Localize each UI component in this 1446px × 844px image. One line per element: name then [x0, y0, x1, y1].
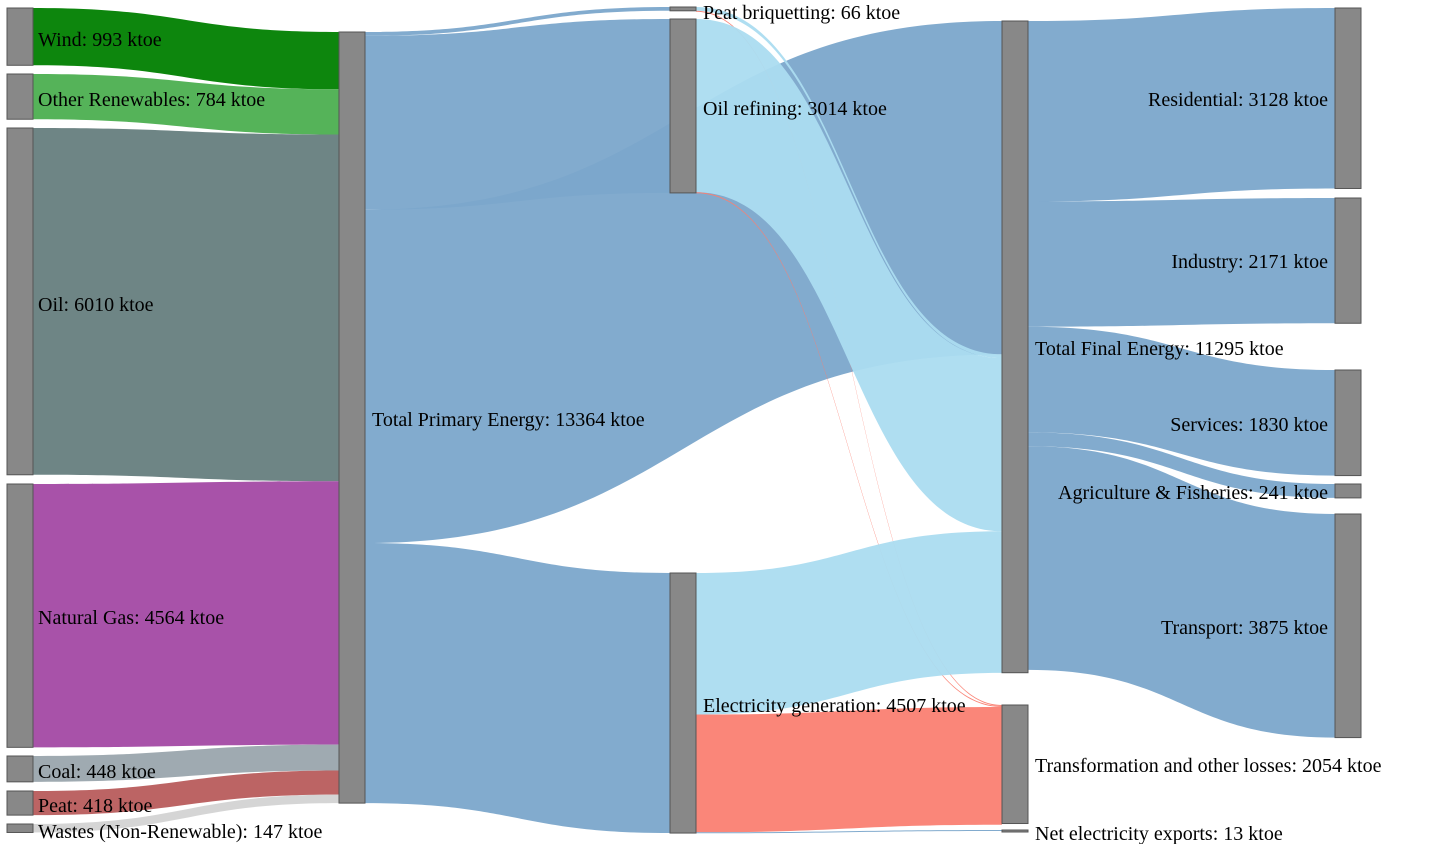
sankey-link-natural_gas-to-tpe	[33, 481, 339, 748]
sankey-link-tfe-to-transport	[1028, 446, 1335, 738]
sankey-node-wastes	[6, 823, 34, 833]
sankey-link-elec_gen-to-losses	[696, 707, 1002, 833]
sankey-node-transport	[1334, 513, 1362, 739]
sankey-label-elec_gen: Electricity generation: 4507 ktoe	[703, 695, 966, 717]
sankey-link-other_renewables-to-tpe	[33, 74, 339, 135]
sankey-links	[33, 7, 1335, 834]
sankey-link-peat-to-tpe	[33, 770, 339, 816]
sankey-label-wastes: Wastes (Non-Renewable): 147 ktoe	[38, 821, 323, 843]
sankey-label-peat_briq: Peat briquetting: 66 ktoe	[703, 2, 900, 24]
sankey-link-wind-to-tpe	[33, 8, 339, 90]
sankey-label-oil: Oil: 6010 ktoe	[38, 294, 154, 316]
sankey-node-tpe	[338, 31, 366, 804]
sankey-label-losses: Transformation and other losses: 2054 kt…	[1035, 755, 1382, 777]
sankey-link-tpe-to-elec_gen	[365, 543, 670, 834]
sankey-link-wastes-to-tpe	[33, 794, 339, 833]
sankey-label-other_renewables: Other Renewables: 784 ktoe	[38, 89, 265, 111]
sankey-node-industry	[1334, 197, 1362, 324]
sankey-label-tfe: Total Final Energy: 11295 ktoe	[1035, 338, 1284, 360]
sankey-node-elec_gen	[669, 572, 697, 834]
sankey-node-peat_briq	[669, 6, 697, 12]
sankey-link-tfe-to-services	[1028, 326, 1335, 476]
sankey-label-residential: Residential: 3128 ktoe	[1148, 89, 1328, 111]
sankey-node-exports	[1001, 829, 1029, 833]
sankey-label-wind: Wind: 993 ktoe	[38, 29, 162, 51]
sankey-label-coal: Coal: 448 ktoe	[38, 761, 156, 783]
sankey-node-services	[1334, 369, 1362, 477]
sankey-label-services: Services: 1830 ktoe	[1170, 414, 1328, 436]
sankey-link-tpe-to-peat_briq	[365, 7, 670, 36]
sankey-link-coal-to-tpe	[33, 744, 339, 782]
sankey-node-residential	[1334, 7, 1362, 189]
sankey-link-tfe-to-industry	[1028, 198, 1335, 327]
sankey-link-peat_briq-to-tfe	[696, 7, 1002, 359]
sankey-label-natural_gas: Natural Gas: 4564 ktoe	[38, 607, 224, 629]
sankey-link-elec_gen-to-tfe	[696, 531, 1002, 715]
sankey-link-tpe-to-tfe	[365, 21, 1002, 544]
sankey-label-oil_ref: Oil refining: 3014 ktoe	[703, 98, 887, 120]
sankey-node-losses	[1001, 704, 1029, 825]
sankey-node-peat	[6, 790, 34, 816]
sankey-link-oil_ref-to-losses	[696, 192, 1002, 708]
sankey-link-oil_ref-to-tfe	[696, 19, 1002, 532]
sankey-label-tpe: Total Primary Energy: 13364 ktoe	[372, 409, 645, 431]
sankey-node-other_renewables	[6, 73, 34, 120]
sankey-node-oil	[6, 127, 34, 476]
sankey-label-exports: Net electricity exports: 13 ktoe	[1035, 823, 1283, 844]
sankey-link-elec_gen-to-exports	[696, 830, 1002, 834]
sankey-link-tfe-to-residential	[1028, 8, 1335, 202]
sankey-node-tfe	[1001, 20, 1029, 674]
sankey-node-wind	[6, 7, 34, 66]
sankey-label-peat: Peat: 418 ktoe	[38, 795, 153, 817]
sankey-nodes	[6, 6, 1362, 834]
sankey-node-oil_ref	[669, 18, 697, 194]
sankey-node-coal	[6, 755, 34, 783]
sankey-link-oil-to-tpe	[33, 128, 339, 482]
sankey-node-natural_gas	[6, 483, 34, 748]
sankey-label-transport: Transport: 3875 ktoe	[1161, 617, 1328, 639]
sankey-labels: Wind: 993 ktoe Other Renewables: 784 ktoe…	[38, 2, 1382, 844]
sankey-node-agri	[1334, 483, 1362, 499]
sankey-label-agri: Agriculture & Fisheries: 241 ktoe	[1058, 482, 1328, 504]
sankey-link-tfe-to-agri	[1028, 432, 1335, 498]
sankey-link-tpe-to-oil_ref	[365, 19, 670, 210]
sankey-label-industry: Industry: 2171 ktoe	[1171, 251, 1328, 273]
